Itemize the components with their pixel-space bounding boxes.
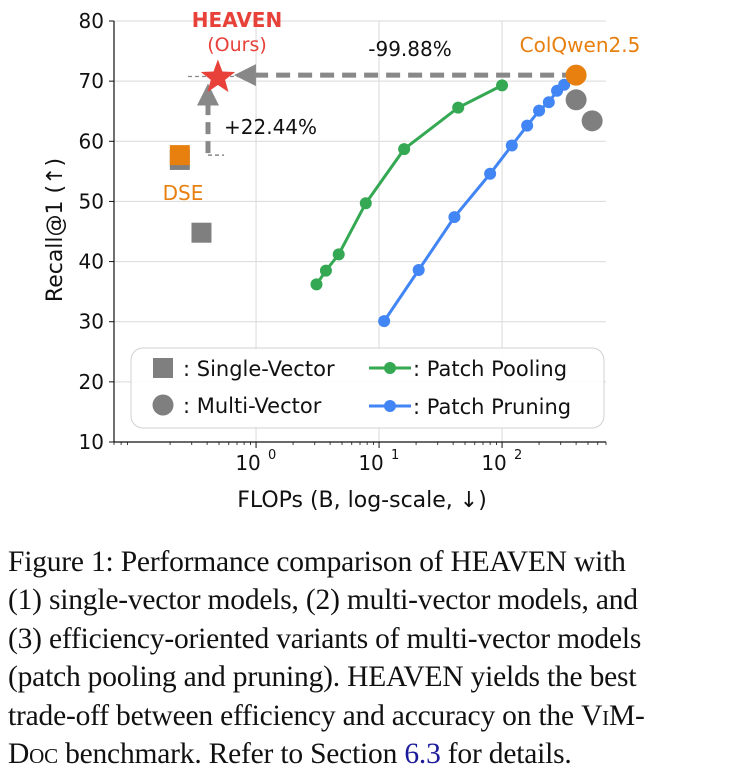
caption-text: benchmark. Refer to Section [57,738,405,771]
patch-pooling-point [319,264,332,277]
patch-pruning-line [382,83,566,322]
patch-pruning-point [484,167,497,180]
annotation-arrows [188,64,577,156]
y-axis-label: Recall@1 (↑) [43,158,68,302]
caption-line: (patch pooling and pruning). HEAVEN yiel… [8,661,637,694]
y-tick-label: 80 [79,9,104,33]
y-tick-label: 20 [79,370,104,394]
caption-text: trade-off between efficiency and accurac… [8,699,582,732]
y-tick-label: 40 [79,250,104,274]
recall-gain-label: +22.44% [224,115,317,139]
legend-label-multi-vector: : Multi-Vector [183,394,322,418]
flops-reduction-label: -99.88% [368,37,451,61]
patch-pooling-point [359,197,372,210]
caption-line: Doc benchmark. Refer to Section 6.3 for … [8,735,728,773]
data-marks [169,59,603,328]
legend-marker-patch-pooling [384,362,396,374]
legend: : Single-Vector : Multi-Vector : Patch P… [130,347,605,429]
patch-pooling-point [310,278,323,291]
patch-pruning-point [558,78,571,91]
y-tick-label: 50 [79,189,104,213]
x-tick-exponent: 2 [514,448,522,463]
patch-pooling-point [332,248,345,261]
patch-pruning-point [521,119,534,132]
single-vector-point [191,222,212,243]
section-link[interactable]: 6.3 [404,738,441,771]
legend-box [130,347,605,429]
legend-label-patch-pruning: : Patch Pruning [413,395,571,419]
dse-label: DSE [163,181,204,205]
caption-line: Figure 1: Performance comparison of HEAV… [8,546,626,578]
patch-pooling-point [398,143,411,156]
heaven-label: HEAVEN [192,8,282,32]
colqwen-label: ColQwen2.5 [520,33,641,57]
legend-marker-single-vector [153,358,173,378]
tick-labels: 10 20 30 40 50 60 70 80 10 0 10 1 10 2 [79,9,523,475]
patch-pooling-point [452,101,465,114]
caption-line: (3) efficiency-oriented variants of mult… [8,622,642,655]
x-tick-label: 10 [358,451,383,475]
patch-pruning-point [542,96,555,109]
legend-marker-patch-pruning [384,400,396,412]
y-tick-label: 30 [79,310,104,334]
benchmark-name: Doc [8,738,58,771]
x-tick-exponent: 1 [391,448,399,463]
y-tick-label: 70 [79,69,104,93]
arrowhead-icon [233,64,256,87]
y-tick-label: 60 [79,129,104,153]
x-axis-label: FLOPs (B, log-scale, ↓) [237,488,487,513]
multi-vector-point [565,89,587,111]
patch-pruning-point [412,263,425,276]
caption-text: for details. [440,738,572,771]
heaven-point [200,59,236,93]
arrowhead-icon [197,83,219,106]
benchmark-name: ViM- [581,699,645,732]
chart: 10 20 30 40 50 60 70 80 10 0 10 1 10 2 FLOPs (B, log-… [43,8,641,513]
caption-line: trade-off between efficiency and accurac… [8,697,728,735]
legend-marker-multi-vector [152,394,174,416]
x-tick-exponent: 0 [268,448,276,463]
ours-label: (Ours) [207,34,267,56]
figure-caption: Figure 1: Performance comparison of HEAV… [8,543,728,773]
patch-pooling-point [496,79,509,92]
patch-pruning-point [378,315,391,328]
patch-pruning-point [505,139,518,152]
patch-pruning-point [533,104,546,117]
dse-point [169,145,190,166]
legend-label-single-vector: : Single-Vector [183,357,335,381]
multi-vector-point [581,110,603,132]
axes [109,20,607,448]
colqwen2-5-point [565,64,587,86]
y-tick-label: 10 [79,430,104,454]
caption-line: (1) single-vector models, (2) multi-vect… [8,584,638,617]
x-tick-label: 10 [235,451,260,475]
patch-pruning-point [448,211,461,224]
legend-label-patch-pooling: : Patch Pooling [413,357,567,381]
x-tick-label: 10 [481,451,506,475]
